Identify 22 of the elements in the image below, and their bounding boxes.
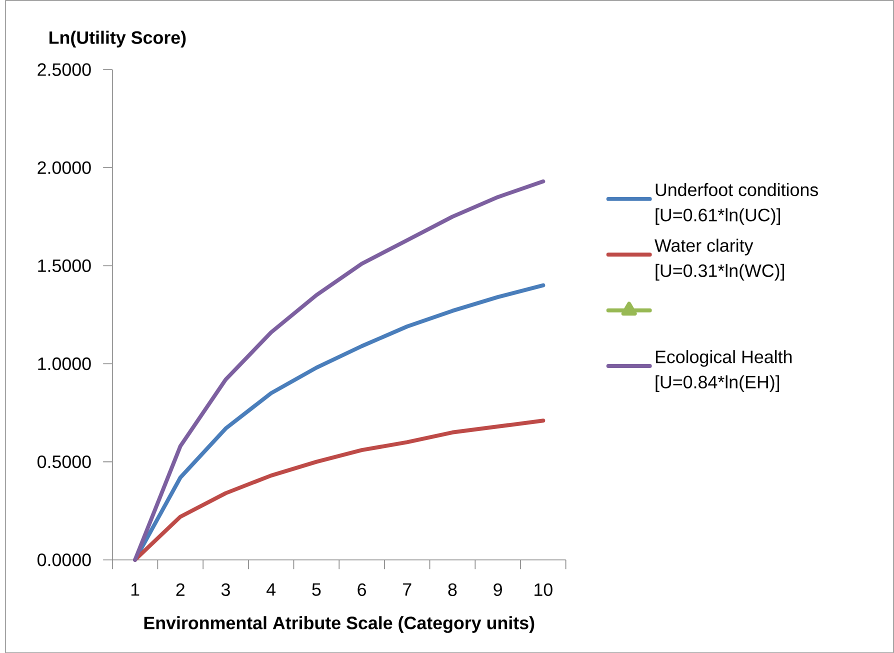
legend-label: Water clarity [U=0.31*ln(WC)] [654,238,784,280]
y-tick-label: 1.5000 [38,259,91,272]
y-tick-label: 2.0000 [38,161,91,174]
legend-label: Underfoot conditions [U=0.61*ln(UC)] [656,182,818,225]
x-tick-label: 2 [176,583,184,596]
y-tick-label: 1.0000 [38,357,91,370]
x-tick-label: 3 [221,583,230,596]
y-axis-title: Ln(Utility Score) [50,30,186,48]
x-tick-label: 5 [312,583,321,596]
x-tick-label: 6 [358,583,366,596]
x-tick-label: 1 [131,583,140,596]
x-axis-title: Environmental Atribute Scale (Category units) [144,616,534,633]
line-series [133,179,546,562]
y-tick-label: 0.0000 [38,553,91,566]
y-tick-label: 2.5000 [38,63,91,76]
x-tick-label: 7 [403,583,412,596]
y-tick-label: 0.5000 [38,455,91,468]
x-tick-label: 8 [448,583,457,596]
x-tick-label: 9 [494,583,502,596]
x-tick-label: 10 [534,583,552,596]
legend-label: Ecological Health [U=0.84*ln(EH)] [656,350,792,392]
x-tick-label: 4 [266,583,276,596]
